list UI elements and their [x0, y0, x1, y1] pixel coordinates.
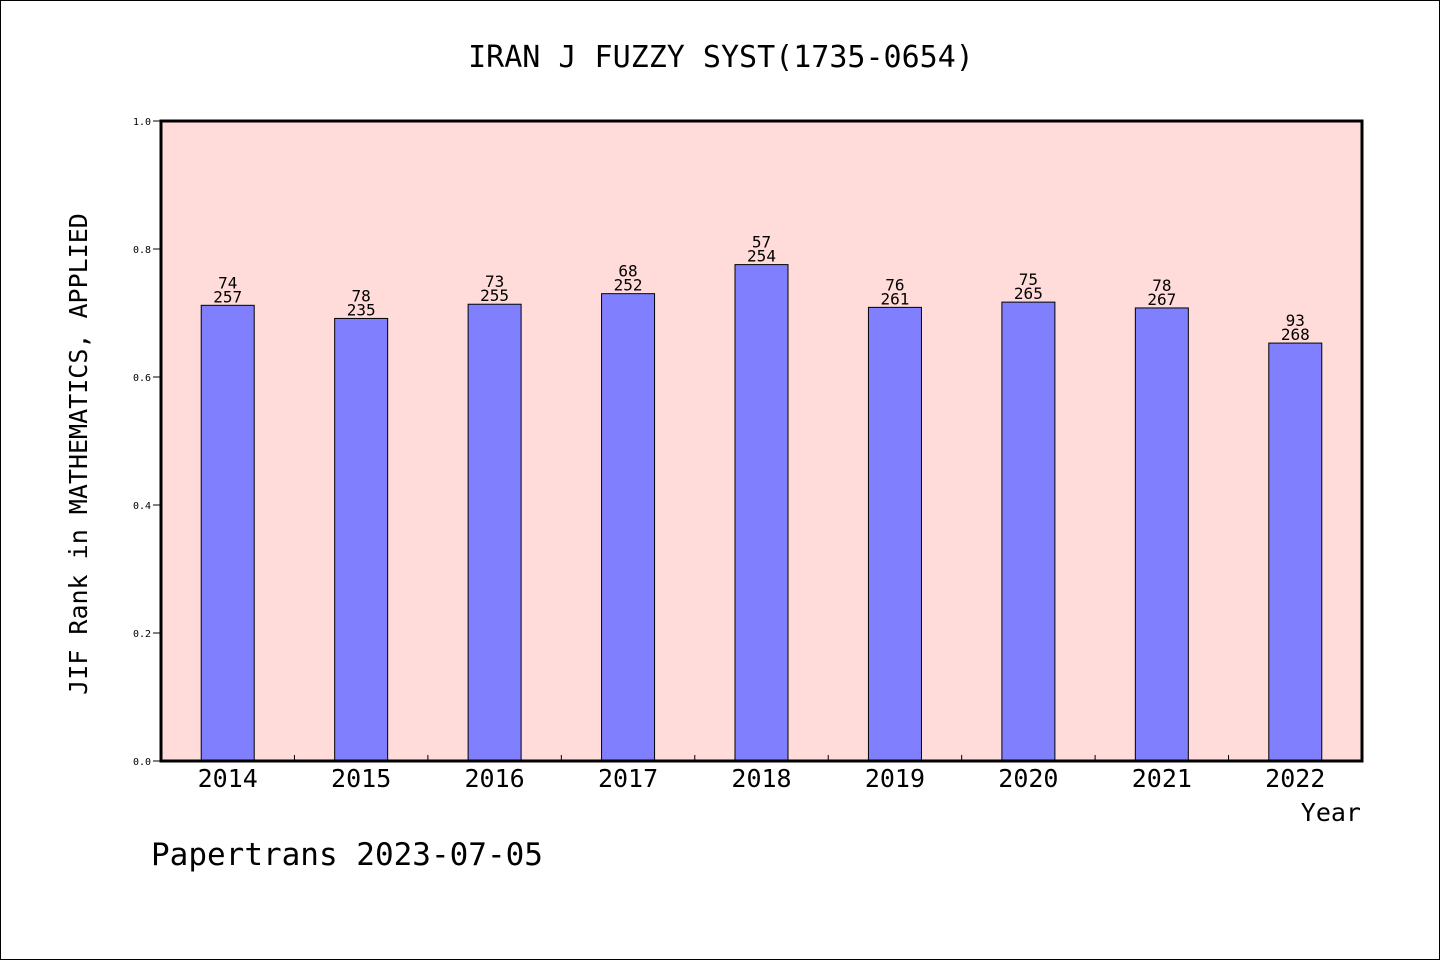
bar-2022: [1268, 342, 1323, 762]
y-tick-label: 0.0: [133, 757, 151, 768]
y-tick-label: 1.0: [133, 117, 151, 128]
bar-2020: [1001, 301, 1056, 762]
bar-total-label: 252: [614, 276, 643, 295]
bar-rank-label: 68: [618, 262, 637, 281]
x-tick-label: 2015: [331, 764, 391, 793]
plot-border: [159, 119, 1364, 763]
bar-total-label: 235: [347, 300, 376, 319]
bar-rank-label: 78: [1152, 276, 1171, 295]
x-tick-label: 2020: [998, 764, 1058, 793]
y-axis: 0.0 0.2 0.4 0.6 0.8 1.0: [133, 117, 161, 768]
bar-2021: [1134, 307, 1189, 762]
bar-rank-label: 75: [1019, 270, 1038, 289]
bar-rank-label: 73: [485, 272, 504, 291]
bar-total-label: 254: [747, 247, 776, 266]
bar-total-label: 255: [480, 286, 509, 305]
x-tick-label: 2016: [465, 764, 525, 793]
bar-total-label: 257: [213, 287, 242, 306]
y-axis-label: JIF Rank in MATHEMATICS, APPLIED: [64, 213, 93, 695]
bar-total-label: 265: [1014, 284, 1043, 303]
x-tick-label: 2019: [865, 764, 925, 793]
footer-credit: Papertrans 2023-07-05: [151, 837, 543, 873]
bar-rank-label: 74: [218, 273, 237, 292]
y-tick-label: 0.2: [133, 629, 151, 640]
bar-rank-label: 57: [752, 233, 771, 252]
x-tick-label: 2018: [731, 764, 791, 793]
bar-2017: [601, 293, 656, 762]
bar-rank-label: 78: [352, 286, 371, 305]
bar-rank-label: 93: [1286, 311, 1305, 330]
y-tick-label: 0.6: [133, 373, 151, 384]
bar-2015: [334, 317, 389, 762]
x-tick-label: 2017: [598, 764, 658, 793]
x-tick-label: 2022: [1265, 764, 1325, 793]
bar-total-label: 267: [1147, 290, 1176, 309]
x-axis-label: Year: [1301, 798, 1361, 827]
x-tick-label: 2021: [1132, 764, 1192, 793]
bar-total-label: 268: [1281, 325, 1310, 344]
chart-title: IRAN J FUZZY SYST(1735-0654): [468, 40, 974, 75]
y-tick-label: 0.8: [133, 245, 151, 256]
bar-2018: [734, 264, 789, 762]
bar-2014: [200, 304, 255, 762]
bar-2016: [467, 303, 522, 762]
y-tick-label: 0.4: [133, 501, 151, 512]
x-tick-label: 2014: [198, 764, 258, 793]
bar-rank-label: 76: [885, 275, 904, 294]
bar-2019: [867, 306, 922, 762]
x-axis: 2014 2015 2016 2017 2018 2019 2020 2021 2022: [198, 755, 1325, 793]
bar-total-label: 261: [880, 289, 909, 308]
